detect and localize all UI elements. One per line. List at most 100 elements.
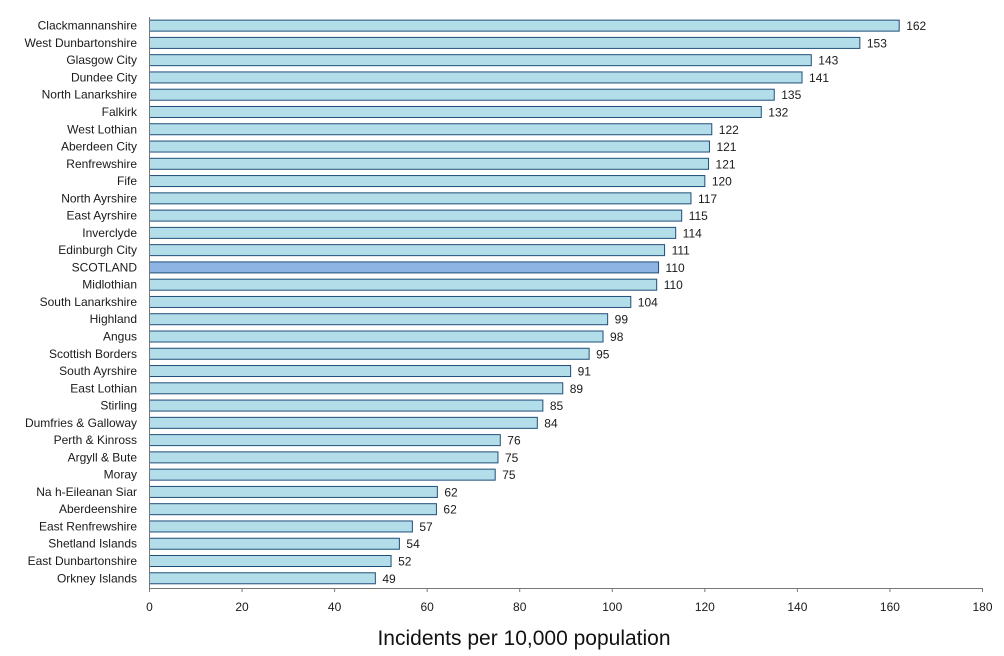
bar-dumfries-and-galloway [149,416,538,429]
category-label-stirling: Stirling [100,399,137,413]
bar-midlothian [149,278,658,291]
category-label-scotland: SCOTLAND [72,260,138,274]
category-label-aberdeenshire: Aberdeenshire [59,502,137,516]
bar-moray [149,468,496,481]
value-label-dundee-city: 141 [809,71,829,85]
value-label-east-lothian: 89 [570,382,584,396]
category-label-orkney-islands: Orkney Islands [57,571,137,585]
value-label-aberdeenshire: 62 [443,503,457,517]
bar-orkney-islands [149,572,376,585]
value-label-edinburgh-city: 111 [672,244,691,258]
bar-highland [149,313,609,326]
bar-fife [149,175,706,188]
category-label-east-dunbartonshire: East Dunbartonshire [28,554,138,568]
value-label-argyll-and-bute: 75 [505,451,519,465]
category-label-highland: Highland [90,312,137,326]
category-label-inverclyde: Inverclyde [82,226,137,240]
axes [149,17,983,589]
bar-aberdeen-city [149,140,710,153]
value-label-north-ayrshire: 117 [698,192,717,206]
value-label-south-ayrshire: 91 [578,365,592,379]
value-labels: 162 153 143 141 135 132 122 121 121 120 117 115 114 1… [382,19,926,586]
bar-west-dunbartonshire [149,36,861,49]
bar-dundee-city [149,71,803,84]
category-label-aberdeen-city: Aberdeen City [61,140,137,154]
category-label-midlothian: Midlothian [82,278,137,292]
bar-clackmannanshire [149,19,900,32]
bar-scotland [149,261,660,274]
category-label-west-lothian: West Lothian [67,122,137,136]
bar-east-ayrshire [149,209,683,222]
value-label-moray: 75 [502,468,516,482]
category-label-dumfries-and-galloway: Dumfries & Galloway [25,416,137,430]
value-label-west-lothian: 122 [719,123,739,137]
bar-aberdeenshire [149,503,437,516]
value-label-east-ayrshire: 115 [689,209,708,223]
category-label-north-lanarkshire: North Lanarkshire [42,88,138,102]
category-labels: Clackmannanshire West Dunbartonshire Glasg… [25,19,138,586]
category-label-north-ayrshire: North Ayrshire [61,191,137,205]
category-label-clackmannanshire: Clackmannanshire [38,19,138,33]
value-label-south-lanarkshire: 104 [638,295,658,309]
value-label-east-dunbartonshire: 52 [398,555,412,569]
x-tick-label-40: 40 [328,600,342,614]
bar-west-lothian [149,123,713,136]
category-label-west-dunbartonshire: West Dunbartonshire [25,36,138,50]
value-label-clackmannanshire: 162 [906,19,926,33]
value-label-east-renfrewshire: 57 [419,520,433,534]
x-tick-label-160: 160 [880,600,900,614]
value-label-dumfries-and-galloway: 84 [544,416,558,430]
category-label-glasgow-city: Glasgow City [66,53,137,67]
bars [149,19,900,585]
value-label-scottish-borders: 95 [596,347,610,361]
bar-scottish-borders [149,347,590,360]
category-label-east-lothian: East Lothian [70,381,137,395]
value-label-perth-and-kinross: 76 [507,434,521,448]
bar-south-lanarkshire [149,295,632,308]
category-label-na-h-eileanan-siar: Na h-Eileanan Siar [36,485,137,499]
bar-argyll-and-bute [149,451,499,464]
category-label-dundee-city: Dundee City [71,70,137,84]
value-label-na-h-eileanan-siar: 62 [444,485,458,499]
x-tick-labels: 0 20 40 60 80 100 120 140 160 180 [146,588,993,614]
category-label-perth-and-kinross: Perth & Kinross [54,433,137,447]
value-label-stirling: 85 [550,399,564,413]
bar-edinburgh-city [149,244,666,257]
bar-perth-and-kinross [149,434,501,447]
x-tick-label-60: 60 [420,600,434,614]
bar-glasgow-city [149,54,812,67]
bar-east-dunbartonshire [149,555,392,567]
value-label-midlothian: 110 [664,278,683,292]
category-label-east-ayrshire: East Ayrshire [67,209,138,223]
bar-inverclyde [149,226,677,239]
category-label-shetland-islands: Shetland Islands [48,537,137,551]
x-tick-label-20: 20 [235,600,249,614]
category-label-edinburgh-city: Edinburgh City [58,243,137,257]
category-label-east-renfrewshire: East Renfrewshire [39,519,137,533]
bar-falkirk [149,105,762,118]
value-label-west-dunbartonshire: 153 [867,36,887,50]
category-label-scottish-borders: Scottish Borders [49,347,137,361]
x-axis-label: Incidents per 10,000 population [377,627,670,650]
value-label-aberdeen-city: 121 [716,140,736,154]
bar-renfrewshire [149,157,710,170]
value-label-orkney-islands: 49 [382,572,396,586]
bar-angus [149,330,604,343]
x-tick-label-140: 140 [787,600,807,614]
bar-south-ayrshire [149,365,572,378]
category-label-renfrewshire: Renfrewshire [66,157,137,171]
value-label-scotland: 110 [666,261,685,275]
category-label-south-lanarkshire: South Lanarkshire [40,295,138,309]
bar-north-ayrshire [149,192,692,205]
x-tick-label-100: 100 [602,600,622,614]
x-tick-label-180: 180 [972,600,992,614]
category-label-south-ayrshire: South Ayrshire [59,364,137,378]
category-label-moray: Moray [104,468,137,482]
x-tick-label-0: 0 [146,600,153,614]
category-label-angus: Angus [103,330,137,344]
value-label-highland: 99 [615,313,629,327]
value-label-glasgow-city: 143 [818,54,838,68]
value-label-north-lanarkshire: 135 [781,88,801,102]
category-label-falkirk: Falkirk [102,105,138,119]
